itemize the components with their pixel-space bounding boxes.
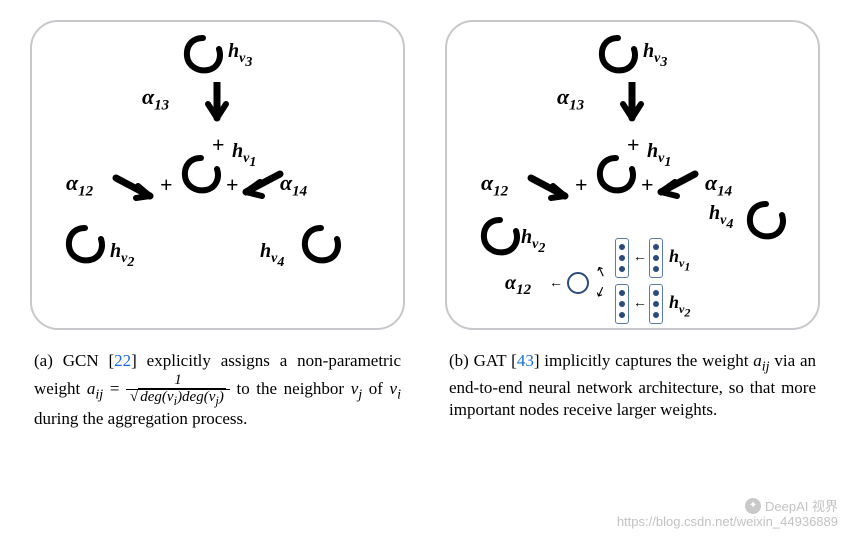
arrow-v4-v1: [238, 170, 292, 209]
label-hv4-b: hv4: [709, 202, 733, 233]
label-hv1: hv1: [232, 140, 256, 171]
arrow-v4-v1-b: [653, 170, 707, 209]
node-v4-b: [745, 198, 787, 240]
label-hv2-b: hv2: [521, 226, 545, 257]
node-v1: [180, 152, 222, 194]
label-alpha12: α12: [66, 170, 93, 200]
label-alpha14-b: α14: [705, 170, 732, 200]
vec-hv2-a: [615, 284, 629, 324]
caption-gcn-text: (a) GCN [22] explicitly assigns a non-pa…: [34, 351, 401, 428]
vec-label-hv2: hv2: [669, 292, 690, 320]
node-v4: [300, 222, 342, 264]
attn-output-circle: [567, 272, 589, 294]
node-v3-b: [597, 32, 639, 74]
label-hv3-b: hv3: [643, 40, 667, 71]
node-v1-b: [595, 152, 637, 194]
caption-gat-text: (b) GAT [43] implicitly captures the wei…: [449, 351, 816, 419]
node-v3: [182, 32, 224, 74]
label-hv1-b: hv1: [647, 140, 671, 171]
plus-right: +: [226, 172, 239, 198]
label-hv4: hv4: [260, 240, 284, 271]
tiny-arrow-2a: ↖: [592, 263, 609, 283]
label-alpha12-b: α12: [481, 170, 508, 200]
plus-right-b: +: [641, 172, 654, 198]
tiny-arrow-3b: ←: [633, 296, 647, 312]
panel-gcn: hv3 α13 + hv1 + + α12 α14 hv2: [30, 20, 405, 516]
fraction: 1 √deg(vi)deg(vj): [126, 373, 230, 408]
node-v2: [64, 222, 106, 264]
plus-top: +: [212, 132, 225, 158]
ref-43: 43: [517, 351, 534, 370]
figure-gcn: hv3 α13 + hv1 + + α12 α14 hv2: [30, 20, 405, 330]
arrow-v2-v1-b: [525, 172, 579, 211]
label-alpha13-b: α13: [557, 84, 584, 114]
node-v2-b: [479, 214, 521, 256]
figure-gat: hv3 α13 + hv1 + + α12 α14 hv2 hv4 α1: [445, 20, 820, 330]
ref-22: 22: [114, 351, 131, 370]
vec-hv2-b: [649, 284, 663, 324]
vec-hv1-b: [649, 238, 663, 278]
label-alpha13: α13: [142, 84, 169, 114]
label-hv3: hv3: [228, 40, 252, 71]
tiny-arrow-3a: ←: [633, 250, 647, 266]
tiny-arrow-2b: ↙: [592, 283, 609, 303]
label-hv2: hv2: [110, 240, 134, 271]
vec-hv1-a: [615, 238, 629, 278]
plus-top-b: +: [627, 132, 640, 158]
caption-gat: (b) GAT [43] implicitly captures the wei…: [445, 350, 820, 422]
vec-label-hv1: hv1: [669, 246, 690, 274]
label-alpha12-detail: α12: [505, 272, 531, 299]
caption-gcn: (a) GCN [22] explicitly assigns a non-pa…: [30, 350, 405, 431]
tiny-arrow-1: ←: [549, 276, 563, 292]
arrow-v2-v1: [110, 172, 164, 211]
panel-gat: hv3 α13 + hv1 + + α12 α14 hv2 hv4 α1: [445, 20, 820, 516]
